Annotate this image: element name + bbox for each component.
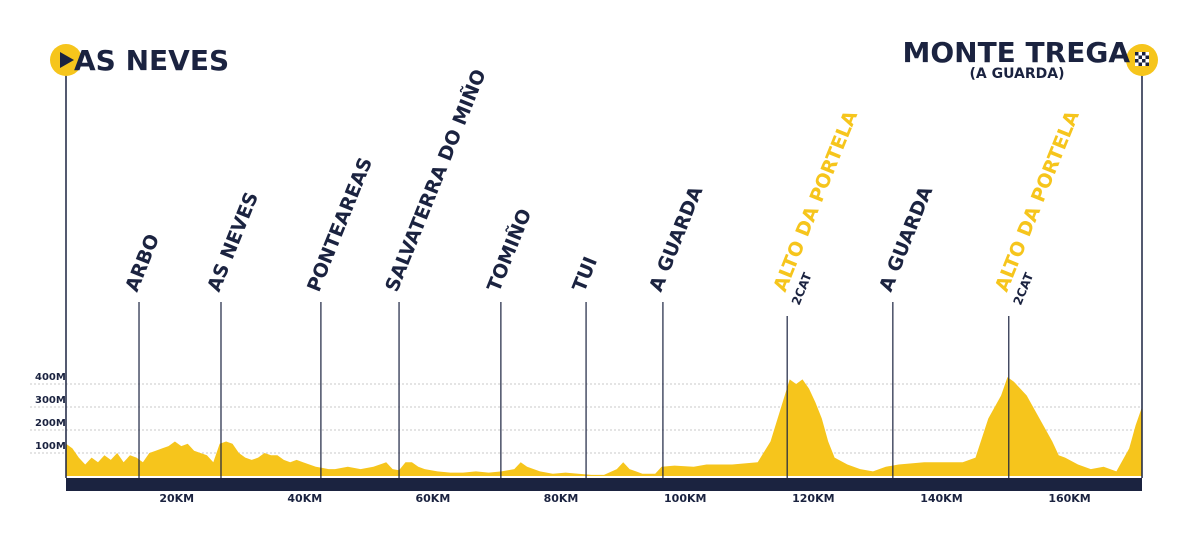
finish-flag <box>1135 52 1149 66</box>
x-tick-label: 60KM <box>416 492 451 505</box>
x-tick-label: 120KM <box>792 492 834 505</box>
distance-bar <box>66 478 1142 491</box>
x-tick-label: 40KM <box>287 492 322 505</box>
start-icon-play <box>60 52 74 68</box>
y-tick-label: 400M <box>35 372 66 383</box>
y-tick-label: 300M <box>35 395 66 406</box>
x-tick-label: 100KM <box>664 492 706 505</box>
y-tick-label: 200M <box>35 418 66 429</box>
start-title: AS NEVES <box>74 44 229 77</box>
finish-note: (A GUARDA) <box>969 66 1064 82</box>
x-tick-label: 140KM <box>920 492 962 505</box>
elevation-area <box>66 377 1142 476</box>
x-tick-label: 160KM <box>1048 492 1090 505</box>
finish-title: MONTE TREGA <box>902 36 1130 69</box>
x-tick-label: 80KM <box>544 492 579 505</box>
y-tick-label: 100M <box>35 441 66 452</box>
x-tick-label: 20KM <box>159 492 194 505</box>
